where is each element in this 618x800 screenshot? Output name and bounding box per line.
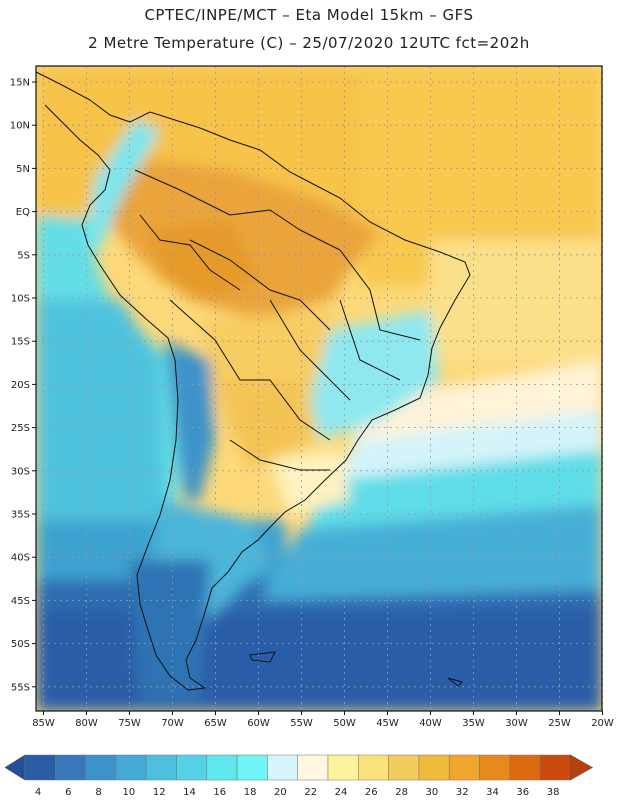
- lat-label: 55S: [11, 682, 30, 693]
- colorbar-tick-label: 34: [486, 787, 499, 798]
- map-title-line-2: 2 Metre Temperature (C) – 25/07/2020 12U…: [88, 34, 530, 52]
- lon-label: 65W: [204, 718, 227, 729]
- colorbar-swatch: [297, 754, 329, 781]
- lon-label: 30W: [505, 718, 528, 729]
- map-title-line-1: CPTEC/INPE/MCT – Eta Model 15km – GFS: [144, 6, 474, 24]
- lon-label: 20W: [591, 718, 614, 729]
- lon-label: 45W: [376, 718, 399, 729]
- colorbar-swatch: [236, 754, 268, 781]
- lon-label: 70W: [161, 718, 184, 729]
- colorbar-tick-label: 22: [304, 787, 317, 798]
- colorbar-swatch: [388, 754, 420, 781]
- colorbar-swatch: [539, 754, 571, 781]
- lon-label: 25W: [548, 718, 571, 729]
- colorbar-low-arrow: [4, 754, 26, 781]
- graticule-gridlines: [36, 66, 603, 711]
- colorbar-tick-label: 20: [274, 787, 287, 798]
- colorbar-swatch: [448, 754, 480, 781]
- colorbar-tick-label: 30: [426, 787, 439, 798]
- colorbar-swatch: [55, 754, 86, 781]
- colorbar-tick-label: 16: [213, 787, 226, 798]
- colorbar-swatch: [358, 754, 389, 781]
- colorbar-tick-label: 28: [395, 787, 408, 798]
- colorbar-tick-label: 32: [456, 787, 469, 798]
- colorbar-swatch: [327, 754, 359, 781]
- colorbar-swatch: [115, 754, 147, 781]
- lat-label: 30S: [11, 466, 30, 477]
- colorbar-swatch: [206, 754, 238, 781]
- lat-label: 10N: [10, 121, 30, 132]
- colorbar-tick-label: 6: [65, 787, 71, 798]
- lat-label: 5N: [16, 164, 30, 175]
- lat-label: 10S: [11, 294, 30, 305]
- colorbar-high-arrow: [570, 754, 594, 781]
- colorbar-tick-label: 24: [335, 787, 348, 798]
- lat-label: EQ: [16, 207, 30, 218]
- lat-label: 15N: [10, 78, 30, 89]
- lat-label: 40S: [11, 553, 30, 564]
- lat-label: 50S: [11, 639, 30, 650]
- colorbar-swatch: [267, 754, 298, 781]
- lon-label: 75W: [118, 718, 141, 729]
- colorbar-tick-label: 26: [365, 787, 378, 798]
- lon-label: 60W: [247, 718, 270, 729]
- lon-label: 80W: [75, 718, 98, 729]
- lon-label: 40W: [419, 718, 442, 729]
- lat-label: 45S: [11, 596, 30, 607]
- lon-label: 55W: [290, 718, 313, 729]
- lon-label: 35W: [462, 718, 485, 729]
- colorbar-swatch: [85, 754, 117, 781]
- colorbar-tick-label: 12: [153, 787, 166, 798]
- colorbar-tick-label: 8: [95, 787, 101, 798]
- colorbar-tick-label: 10: [123, 787, 136, 798]
- colorbar-tick-label: 36: [516, 787, 529, 798]
- lat-label: 35S: [11, 510, 30, 521]
- colorbar-tick-label: 14: [183, 787, 196, 798]
- colorbar-swatch: [479, 754, 511, 781]
- colorbar-tick-label: 18: [244, 787, 257, 798]
- lon-label: 85W: [32, 718, 55, 729]
- colorbar-tick-label: 38: [547, 787, 560, 798]
- map-frame: [35, 65, 603, 712]
- latitude-axis-labels: 15N 10N 5N EQ 5S 10S 15S 20S 25S 30S 35S 40S 45S 50S 5…: [10, 78, 36, 693]
- lat-label: 25S: [11, 423, 30, 434]
- temperature-field: [36, 66, 602, 711]
- lon-label: 50W: [333, 718, 356, 729]
- colorbar-swatch: [509, 754, 541, 781]
- colorbar-tick-label: 4: [35, 787, 41, 798]
- lat-label: 5S: [17, 250, 30, 261]
- colorbar-swatch: [418, 754, 450, 781]
- colorbar-swatch: [176, 754, 208, 781]
- colorbar-swatch: [24, 754, 56, 781]
- longitude-axis-labels: 85W 80W 75W 70W 65W 60W 55W 50W 45W 40W 35W 30W 25W 2…: [32, 711, 614, 729]
- temperature-colorbar: 4 6 8 10 12 14 16 18 20 22 24 26 28 30 32 34 36 38: [4, 754, 594, 798]
- lat-label: 20S: [11, 380, 30, 391]
- lat-label: 15S: [11, 337, 30, 348]
- coastline-and-borders: [35, 71, 471, 691]
- colorbar-swatch: [145, 754, 177, 781]
